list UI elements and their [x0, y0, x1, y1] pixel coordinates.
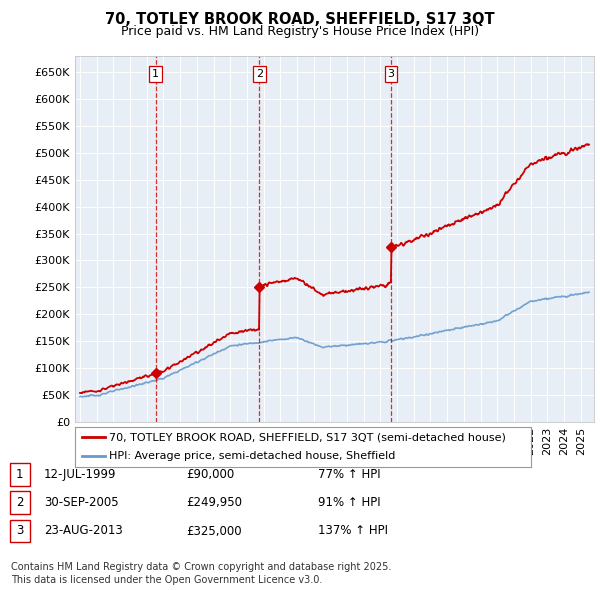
Text: £325,000: £325,000: [186, 525, 242, 537]
Text: 30-SEP-2005: 30-SEP-2005: [44, 496, 118, 509]
Text: 2: 2: [256, 69, 263, 79]
Text: 1: 1: [152, 69, 159, 79]
Text: 3: 3: [16, 525, 23, 537]
Text: £90,000: £90,000: [186, 468, 234, 481]
Text: 70, TOTLEY BROOK ROAD, SHEFFIELD, S17 3QT: 70, TOTLEY BROOK ROAD, SHEFFIELD, S17 3Q…: [105, 12, 495, 27]
Text: £249,950: £249,950: [186, 496, 242, 509]
Text: 70, TOTLEY BROOK ROAD, SHEFFIELD, S17 3QT (semi-detached house): 70, TOTLEY BROOK ROAD, SHEFFIELD, S17 3Q…: [109, 432, 506, 442]
Text: HPI: Average price, semi-detached house, Sheffield: HPI: Average price, semi-detached house,…: [109, 451, 395, 461]
Text: Price paid vs. HM Land Registry's House Price Index (HPI): Price paid vs. HM Land Registry's House …: [121, 25, 479, 38]
Text: 137% ↑ HPI: 137% ↑ HPI: [318, 525, 388, 537]
Text: 77% ↑ HPI: 77% ↑ HPI: [318, 468, 380, 481]
Text: 23-AUG-2013: 23-AUG-2013: [44, 525, 122, 537]
Text: 2: 2: [16, 496, 23, 509]
Text: 3: 3: [388, 69, 395, 79]
Text: 91% ↑ HPI: 91% ↑ HPI: [318, 496, 380, 509]
Text: 12-JUL-1999: 12-JUL-1999: [44, 468, 116, 481]
Text: Contains HM Land Registry data © Crown copyright and database right 2025.
This d: Contains HM Land Registry data © Crown c…: [11, 562, 391, 585]
Text: 1: 1: [16, 468, 23, 481]
